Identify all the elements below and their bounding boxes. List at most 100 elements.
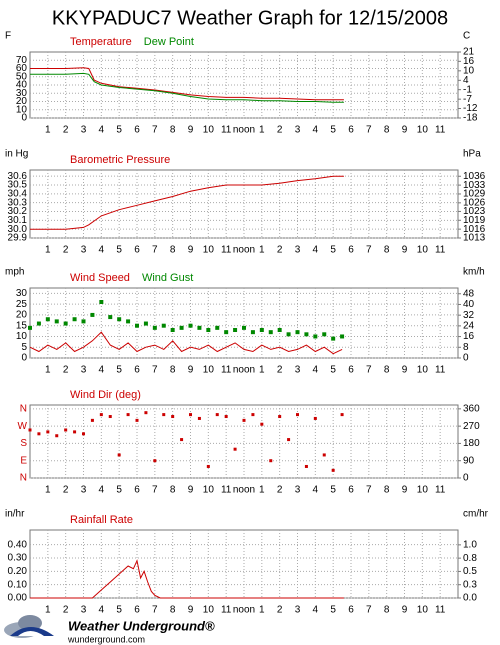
x-tick-label: 4 — [99, 605, 105, 616]
x-tick-label: 10 — [203, 125, 215, 136]
x-tick-label: 9 — [402, 245, 408, 256]
logo-cloud — [18, 615, 42, 631]
y2-tick-label: 360 — [463, 403, 480, 414]
y2-tick-label: 40 — [463, 299, 475, 310]
marker — [126, 319, 131, 324]
y-tick-label: 30.0 — [8, 224, 28, 235]
x-tick-label: 5 — [330, 605, 336, 616]
marker — [64, 428, 68, 432]
x-tick-label: 11 — [435, 365, 446, 376]
x-tick-label: 5 — [330, 245, 336, 256]
y2-tick-label: 16 — [463, 331, 475, 342]
y2-tick-label: 1036 — [463, 171, 486, 182]
x-tick-label: 10 — [417, 125, 429, 136]
x-tick-label: 8 — [170, 605, 176, 616]
y2-tick-label: -7 — [463, 94, 472, 105]
marker — [340, 334, 345, 339]
marker — [242, 325, 246, 330]
legend-entry: Dew Point — [144, 36, 194, 48]
marker — [215, 325, 220, 330]
x-tick-label: 3 — [295, 125, 301, 136]
x-tick-label: 10 — [203, 485, 215, 496]
marker — [46, 430, 50, 434]
x-tick-label: noon — [233, 485, 255, 496]
y-tick-label: S — [20, 438, 27, 449]
marker — [90, 418, 94, 422]
y2-axis-label: C — [463, 31, 470, 42]
marker — [143, 321, 148, 326]
marker — [81, 319, 86, 324]
x-tick-label: 6 — [348, 365, 354, 376]
x-tick-label: 7 — [366, 245, 372, 256]
marker — [259, 328, 264, 332]
marker — [135, 323, 139, 328]
x-tick-label: 6 — [134, 125, 140, 136]
marker — [108, 315, 113, 320]
x-tick-label: 8 — [170, 485, 176, 496]
x-tick-label: 2 — [277, 485, 283, 496]
marker — [162, 413, 166, 417]
x-tick-label: 11 — [435, 125, 446, 136]
marker — [36, 321, 41, 326]
x-tick-label: 8 — [384, 605, 390, 616]
series-line — [30, 67, 344, 101]
x-tick-label: 2 — [63, 365, 69, 376]
x-tick-label: 3 — [81, 605, 87, 616]
marker — [313, 416, 317, 420]
x-tick-label: 2 — [277, 125, 283, 136]
legend-entry: Wind Dir (deg) — [70, 389, 141, 401]
y-tick-label: 30.2 — [8, 206, 28, 217]
brand: Weather Underground® — [68, 618, 215, 633]
x-tick-label: 11 — [435, 245, 446, 256]
y-tick-label: 30.4 — [8, 188, 28, 199]
x-tick-label: 6 — [348, 605, 354, 616]
marker — [90, 312, 95, 317]
series-line — [30, 559, 344, 599]
y-axis-label: mph — [5, 267, 24, 278]
marker — [126, 413, 130, 417]
y-tick-label: N — [20, 403, 27, 414]
y2-tick-label: 16 — [463, 56, 475, 67]
y-tick-label: E — [20, 455, 27, 466]
x-tick-label: 3 — [295, 485, 301, 496]
y2-tick-label: 32 — [463, 310, 475, 321]
marker — [99, 300, 104, 304]
y2-tick-label: 1016 — [463, 224, 486, 235]
series-line — [30, 175, 344, 230]
series-line — [30, 72, 344, 103]
marker — [152, 325, 157, 330]
x-tick-label: 4 — [99, 365, 105, 376]
x-tick-label: 3 — [295, 245, 301, 256]
x-tick-label: 10 — [417, 365, 429, 376]
marker — [171, 415, 175, 419]
marker — [54, 319, 59, 324]
x-tick-label: 7 — [152, 365, 158, 376]
x-tick-label: 4 — [313, 365, 319, 376]
marker — [73, 430, 77, 434]
marker — [331, 336, 336, 341]
x-tick-label: 7 — [366, 485, 372, 496]
y2-tick-label: 48 — [463, 288, 475, 299]
marker — [224, 330, 229, 335]
y2-tick-label: 270 — [463, 421, 480, 432]
marker — [215, 413, 219, 417]
x-tick-label: noon — [233, 365, 255, 376]
marker — [170, 328, 175, 332]
x-tick-label: 1 — [45, 245, 51, 256]
marker — [233, 447, 237, 451]
marker — [28, 428, 32, 432]
y-tick-label: 10 — [16, 331, 28, 342]
x-tick-label: 2 — [277, 365, 283, 376]
x-tick-label: noon — [233, 125, 255, 136]
x-tick-label: 1 — [45, 365, 51, 376]
y-tick-label: 10 — [16, 104, 28, 115]
marker — [260, 422, 264, 426]
y-tick-label: 30 — [16, 288, 28, 299]
x-tick-label: 5 — [116, 125, 122, 136]
marker — [287, 438, 291, 442]
y-tick-label: 0.40 — [8, 539, 28, 550]
y-tick-label: 25 — [16, 299, 28, 310]
x-tick-label: 1 — [259, 485, 265, 496]
y-tick-label: 50 — [16, 71, 28, 82]
x-tick-label: 5 — [116, 485, 122, 496]
